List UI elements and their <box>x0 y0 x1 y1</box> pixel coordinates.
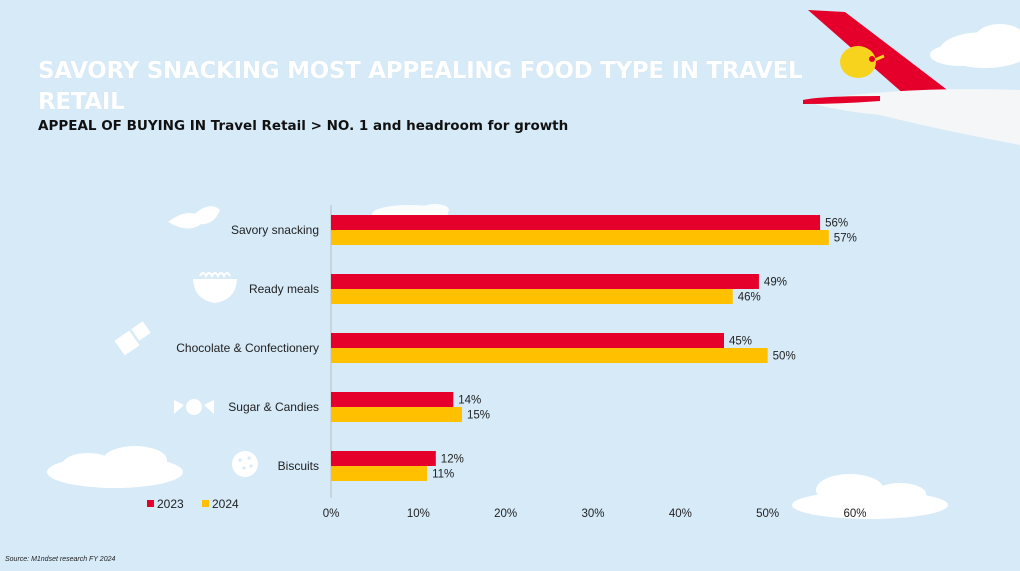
cloud-bottom-left <box>47 446 183 488</box>
bar-2024 <box>331 348 768 363</box>
bar-2024 <box>331 466 428 481</box>
page-title: SAVORY SNACKING MOST APPEALING FOOD TYPE… <box>38 58 803 115</box>
x-tick-label: 50% <box>756 508 779 520</box>
category-label: Ready meals <box>249 282 319 296</box>
data-label-2024: 11% <box>432 469 454 481</box>
data-label-2024: 57% <box>834 233 857 245</box>
data-label-2023: 45% <box>729 336 752 348</box>
chocolate-icon <box>114 321 151 356</box>
page-subtitle: APPEAL OF BUYING IN Travel Retail > NO. … <box>38 118 569 134</box>
data-label-2024: 46% <box>738 292 761 304</box>
legend-swatch-2023 <box>147 500 154 507</box>
data-label-2024: 50% <box>773 351 796 363</box>
data-label-2023: 56% <box>825 218 848 230</box>
bar-2024 <box>331 407 462 422</box>
x-tick-label: 30% <box>581 508 604 520</box>
data-label-2023: 49% <box>764 277 787 289</box>
cloud-bottom-right <box>792 474 948 519</box>
bar-2024 <box>331 230 829 245</box>
bar-2023 <box>331 333 724 348</box>
x-tick-label: 40% <box>669 508 692 520</box>
x-tick-label: 10% <box>407 508 430 520</box>
bar-2023 <box>331 392 454 407</box>
bar-2023 <box>331 215 821 230</box>
category-label: Sugar & Candies <box>228 400 319 414</box>
x-tick-label: 0% <box>323 508 340 520</box>
cookie-icon <box>232 451 258 477</box>
bar-2023 <box>331 451 436 466</box>
chips-icon <box>168 206 220 229</box>
category-label: Biscuits <box>278 459 319 473</box>
airplane-tail-icon <box>803 10 1020 145</box>
legend-label-2024: 2024 <box>212 497 239 511</box>
legend-swatch-2024 <box>202 500 209 507</box>
category-label: Savory snacking <box>231 223 319 237</box>
data-label-2023: 14% <box>458 395 481 407</box>
bar-2024 <box>331 289 733 304</box>
category-label: Chocolate & Confectionery <box>176 341 319 355</box>
source-note: Source: M1ndset research FY 2024 <box>5 556 116 563</box>
legend-label-2023: 2023 <box>157 497 184 511</box>
bowl-icon <box>193 272 237 303</box>
x-tick-label: 20% <box>494 508 517 520</box>
candy-icon <box>174 399 214 415</box>
data-label-2023: 12% <box>441 454 464 466</box>
cloud-top-right <box>930 24 1020 68</box>
data-label-2024: 15% <box>467 410 490 422</box>
bar-2023 <box>331 274 759 289</box>
x-tick-label: 60% <box>843 508 866 520</box>
